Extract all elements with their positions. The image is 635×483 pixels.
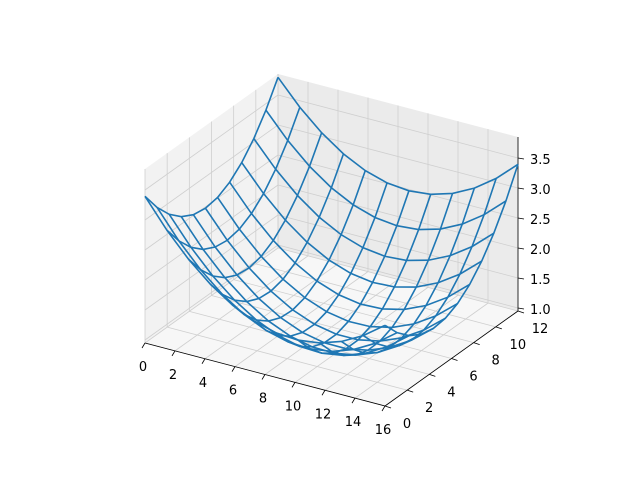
x-tick-label: 0 [139, 360, 147, 375]
x-tick [261, 374, 266, 380]
gridline-z [277, 124, 519, 189]
z-tick-label: 3.0 [530, 183, 551, 198]
x-tick [201, 358, 206, 364]
y-tick-label: 10 [510, 338, 527, 353]
wire-line-y [168, 213, 410, 357]
gridline-z [277, 94, 519, 159]
z-tick [517, 247, 525, 250]
y-tick-label: 4 [447, 385, 455, 400]
x-tick [231, 366, 236, 372]
z-tick-label: 2.0 [530, 243, 551, 258]
y-tick [451, 358, 458, 361]
z-tick [517, 307, 525, 310]
y-tick-label: 0 [403, 417, 411, 432]
x-tick [381, 405, 386, 412]
y-tick [384, 405, 392, 409]
gridline-z [144, 184, 279, 281]
y-tick-label: 8 [492, 354, 500, 369]
wire-line-x [209, 153, 345, 303]
gridline-z [144, 214, 279, 311]
gridline-y [189, 310, 430, 375]
x-tick [141, 342, 146, 349]
wire-line-x [144, 77, 279, 218]
z-tick-label: 2.5 [530, 213, 551, 228]
x-tick-label: 6 [229, 384, 237, 399]
wire-line-x [188, 132, 323, 279]
y-tick-label: 6 [469, 370, 477, 385]
wire-line-x [362, 178, 497, 348]
y-tick-label: 12 [532, 322, 549, 337]
z-tick-label: 3.5 [530, 153, 551, 168]
x-tick-label: 2 [169, 368, 177, 383]
gridline-z [277, 244, 519, 309]
x-tick-label: 14 [345, 415, 362, 430]
wire-line-y [192, 214, 434, 352]
wire-line-y [228, 181, 471, 311]
y-tick-label: 2 [425, 401, 433, 416]
wire-line-x [340, 187, 476, 355]
x-tick-label: 4 [199, 376, 207, 391]
z-tick-label: 1.0 [530, 303, 551, 318]
x-tick-label: 16 [375, 423, 392, 438]
gridline-z [144, 94, 279, 191]
x-tick-label: 8 [259, 392, 267, 407]
z-tick [517, 277, 525, 280]
y-tick [429, 373, 436, 377]
wire-line-y [277, 76, 519, 196]
wire-line-y [265, 109, 507, 231]
wire-line-y [180, 216, 422, 356]
x-tick [321, 390, 326, 396]
z-tick [517, 187, 525, 190]
x-tick-label: 10 [285, 399, 302, 414]
x-tick-label: 12 [315, 407, 332, 422]
wire-line-y [253, 138, 495, 262]
gridline-z [277, 184, 519, 249]
y-tick [495, 326, 502, 330]
x-tick [351, 397, 356, 404]
wire-line-y [216, 196, 458, 329]
y-tick [407, 389, 414, 393]
wire-line-x [166, 106, 301, 251]
z-tick [517, 157, 525, 160]
x-tick [291, 382, 296, 388]
z-tick [517, 217, 525, 220]
z-tick-label: 1.5 [530, 273, 551, 288]
wire-line-y [156, 207, 398, 353]
x-tick [171, 350, 176, 357]
gridline-y [233, 279, 474, 344]
gridline-y [255, 263, 496, 328]
wire-line-y [204, 207, 446, 342]
wire-line-y [241, 162, 483, 288]
gridline-y [167, 326, 408, 391]
y-tick [517, 310, 525, 314]
y-tick [473, 342, 480, 346]
